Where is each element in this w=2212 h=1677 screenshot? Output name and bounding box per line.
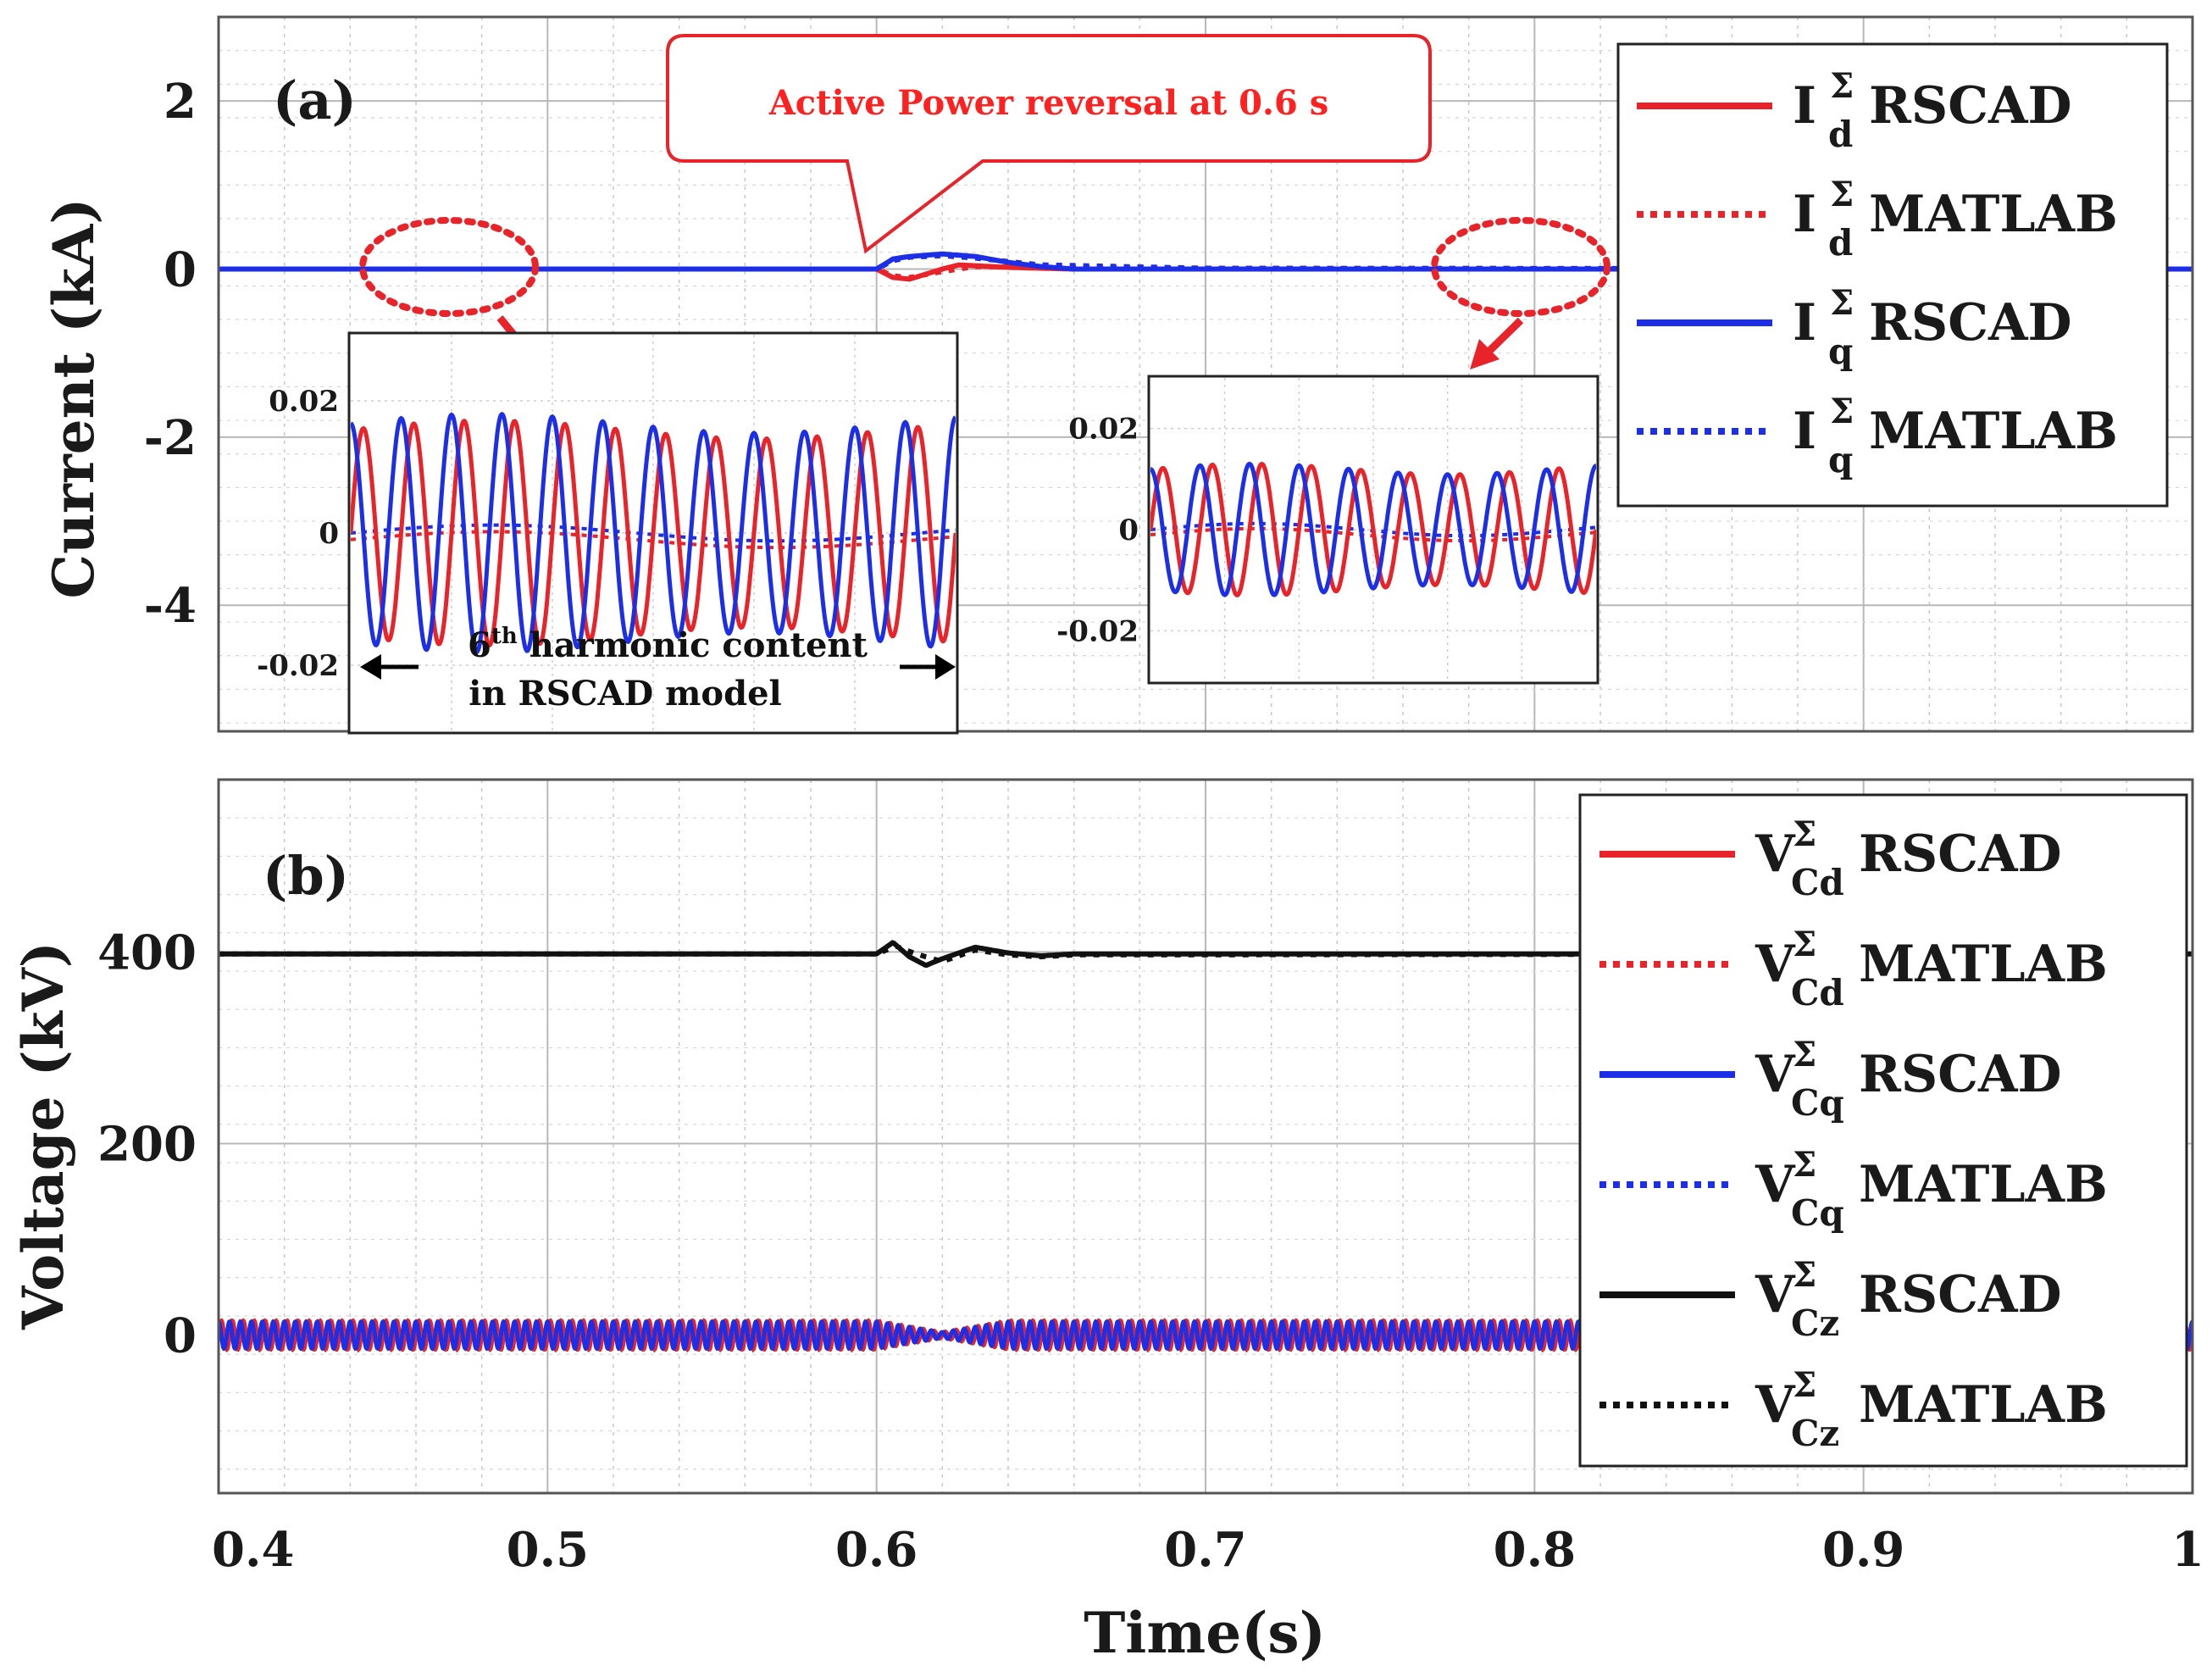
ytick-label: 200 [97, 1116, 197, 1172]
panel-b-y-ticks: 400 200 0 [97, 925, 197, 1363]
legend-symbol: I [1793, 402, 1816, 461]
xtick-label: 0.8 [1494, 1522, 1576, 1578]
zoom-arrow-right [1481, 317, 1524, 359]
legend-symbol: V [1755, 1045, 1796, 1104]
legend-sup: Σ [1830, 391, 1854, 431]
legend-sup: Σ [1793, 925, 1816, 964]
legend-sup: Σ [1830, 175, 1854, 214]
legend-source: RSCAD [1869, 293, 2072, 353]
inset-ytick-label: -0.02 [257, 649, 339, 683]
zoom-arrow-right-head [1470, 339, 1500, 369]
legend-sup: Σ [1793, 1255, 1816, 1295]
legend-source: MATLAB [1859, 935, 2108, 994]
xtick-label: 0.5 [507, 1522, 589, 1578]
callout-text: Active Power reversal at 0.6 s [768, 83, 1328, 123]
legend-source: MATLAB [1859, 1375, 2108, 1435]
inset-range-arrow-left-head [360, 654, 381, 680]
xtick-label: 0.9 [1822, 1522, 1904, 1578]
ytick-label: 0 [164, 242, 197, 298]
legend-sup: Σ [1793, 1365, 1816, 1405]
ytick-label: 0 [164, 1308, 197, 1364]
legend-symbol: I [1793, 76, 1816, 136]
zoom-marker-right [1431, 217, 1610, 317]
inset-ytick-label: 0 [1118, 514, 1139, 547]
panel-b-voltage-chart: 400 200 0 0.4 0.5 0.6 0.7 0.8 0.9 1 Voltage (kV)… [10, 778, 2204, 1666]
callout-box [666, 34, 1432, 254]
xtick-label: 0.6 [835, 1522, 918, 1578]
legend-source: MATLAB [1869, 402, 2118, 461]
ytick-label: -2 [144, 410, 197, 466]
inset-caption-line2: in RSCAD model [468, 674, 781, 714]
inset-wave-q-rscad [351, 411, 956, 654]
legend-symbol: I [1793, 185, 1816, 244]
x-axis-label: Time(s) [1084, 1600, 1326, 1666]
panel-b-frame [217, 778, 2194, 1495]
inset-wave-q-rscad [1150, 461, 1596, 597]
legend-sub: Cq [1791, 1192, 1844, 1234]
legend-symbol: V [1755, 1265, 1796, 1324]
legend-source: MATLAB [1859, 1155, 2108, 1214]
x-axis-ticks: 0.4 0.5 0.6 0.7 0.8 0.9 1 [212, 1522, 2204, 1578]
inset-wave-d-rscad [351, 419, 956, 648]
legend-sub: Cz [1791, 1302, 1839, 1344]
legend-sub: d [1828, 222, 1853, 264]
legend-sub: Cz [1791, 1413, 1839, 1454]
legend-sub: q [1828, 439, 1853, 480]
legend-sup: Σ [1793, 1035, 1816, 1075]
legend-source: RSCAD [1859, 1265, 2062, 1324]
legend-sub: Cq [1791, 1082, 1844, 1124]
panel-a-ylabel: Current (kA) [41, 198, 107, 599]
ytick-label: -4 [144, 578, 197, 634]
panel-b-ylabel: Voltage (kV) [10, 941, 76, 1330]
legend-symbol: V [1755, 1375, 1796, 1435]
legend-source: RSCAD [1859, 1045, 2062, 1104]
zoom-marker-left [359, 217, 539, 317]
legend-sup: Σ [1793, 1145, 1816, 1185]
legend-sup: Σ [1830, 66, 1854, 106]
legend-sub: Cd [1791, 862, 1844, 903]
legend-symbol: I [1793, 293, 1816, 353]
xtick-label: 0.7 [1164, 1522, 1246, 1578]
panel-a-current-chart: 2 0 -2 -4 Current (kA) (a) Active Power rev… [41, 15, 2194, 735]
inset-ytick-label: 0.02 [1068, 413, 1139, 447]
inset-wave-d-rscad [1150, 461, 1596, 597]
panel-b-label: (b) [263, 845, 349, 907]
inset-ytick-label: 0 [319, 517, 339, 551]
legend-symbol: V [1755, 1155, 1796, 1214]
panel-a-y-ticks: 2 0 -2 -4 [144, 74, 197, 634]
legend-symbol: V [1755, 935, 1796, 994]
legend-symbol: V [1755, 825, 1796, 884]
xtick-label: 0.4 [212, 1522, 294, 1578]
legend-sub: d [1828, 114, 1853, 155]
inset-ytick-label: -0.02 [1056, 614, 1139, 648]
ytick-label: 400 [97, 925, 197, 980]
xtick-label: 1 [2171, 1522, 2204, 1578]
panel-a-frame [217, 15, 2194, 733]
panel-a-label: (a) [273, 69, 357, 131]
legend-sub: Cd [1791, 972, 1844, 1013]
legend-source: RSCAD [1859, 825, 2062, 884]
legend-source: MATLAB [1869, 185, 2118, 244]
inset-range-arrow-right-head [935, 654, 956, 680]
inset-right: 0.02 0 -0.02 [1056, 375, 1599, 685]
inset-ytick-label: 0.02 [269, 385, 339, 419]
inset-caption-line1: 6th harmonic content [468, 624, 868, 665]
legend-sup: Σ [1793, 814, 1816, 854]
inset-left: 0.02 0 -0.02 6th harmonic content in RSCAD… [257, 331, 959, 735]
legend-sub: q [1828, 330, 1853, 372]
legend-sup: Σ [1830, 283, 1854, 323]
legend-source: RSCAD [1869, 76, 2072, 136]
ytick-label: 2 [164, 74, 197, 130]
